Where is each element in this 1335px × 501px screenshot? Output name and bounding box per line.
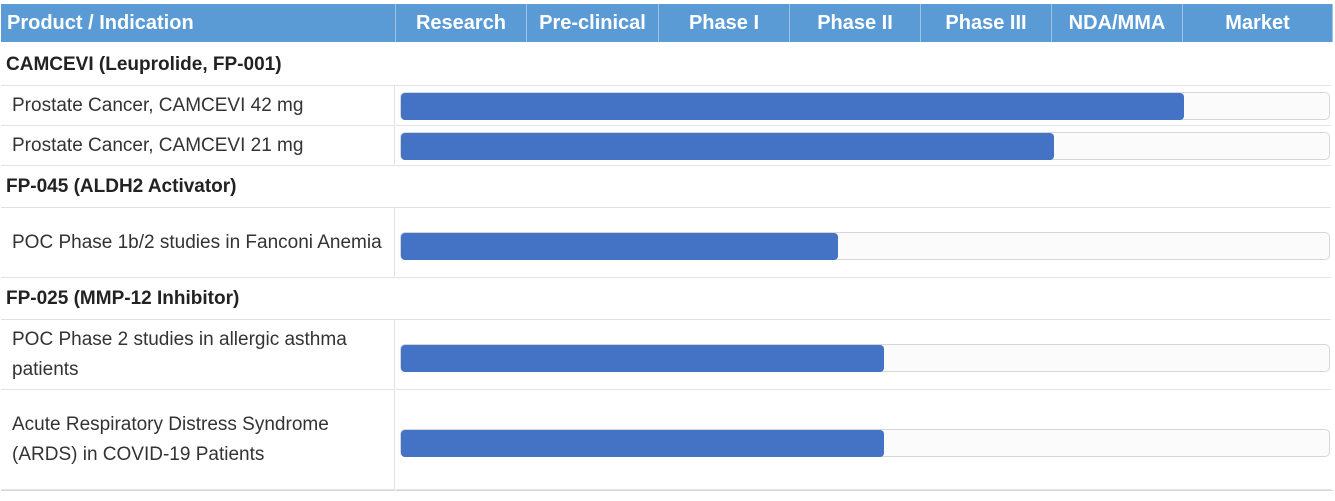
progress-row <box>396 86 1331 126</box>
header-stage-phase-i: Phase I <box>659 4 790 42</box>
progress-bar <box>401 133 1054 160</box>
progress-bar <box>401 233 838 260</box>
indication-label: POC Phase 1b/2 studies in Fanconi Anemia <box>1 208 395 278</box>
group-header: CAMCEVI (Leuprolide, FP-001) <box>1 44 1331 86</box>
progress-bar <box>401 430 884 457</box>
indication-label: POC Phase 2 studies in allergic asthma p… <box>1 320 395 390</box>
header-stage-nda-mma: NDA/MMA <box>1052 4 1183 42</box>
progress-row <box>396 208 1331 278</box>
progress-row <box>396 320 1331 390</box>
indication-label: Prostate Cancer, CAMCEVI 21 mg <box>1 126 395 166</box>
header-stage-phase-ii: Phase II <box>790 4 921 42</box>
header-stage-research: Research <box>396 4 527 42</box>
progress-row <box>396 390 1331 490</box>
indication-label: Prostate Cancer, CAMCEVI 42 mg <box>1 86 395 126</box>
indication-label: Acute Respiratory Distress Syndrome (ARD… <box>1 390 395 490</box>
progress-bar <box>401 345 884 372</box>
group-header: FP-025 (MMP-12 Inhibitor) <box>1 278 1331 320</box>
header-stage-phase-iii: Phase III <box>921 4 1052 42</box>
table-bottom-border <box>1 490 1333 491</box>
header-stage-pre-clinical: Pre-clinical <box>527 4 659 42</box>
progress-row <box>396 126 1331 166</box>
header-stage-market: Market <box>1183 4 1333 42</box>
group-header: FP-045 (ALDH2 Activator) <box>1 166 1331 208</box>
header-product-indication: Product / Indication <box>1 4 396 42</box>
progress-bar <box>401 93 1184 120</box>
